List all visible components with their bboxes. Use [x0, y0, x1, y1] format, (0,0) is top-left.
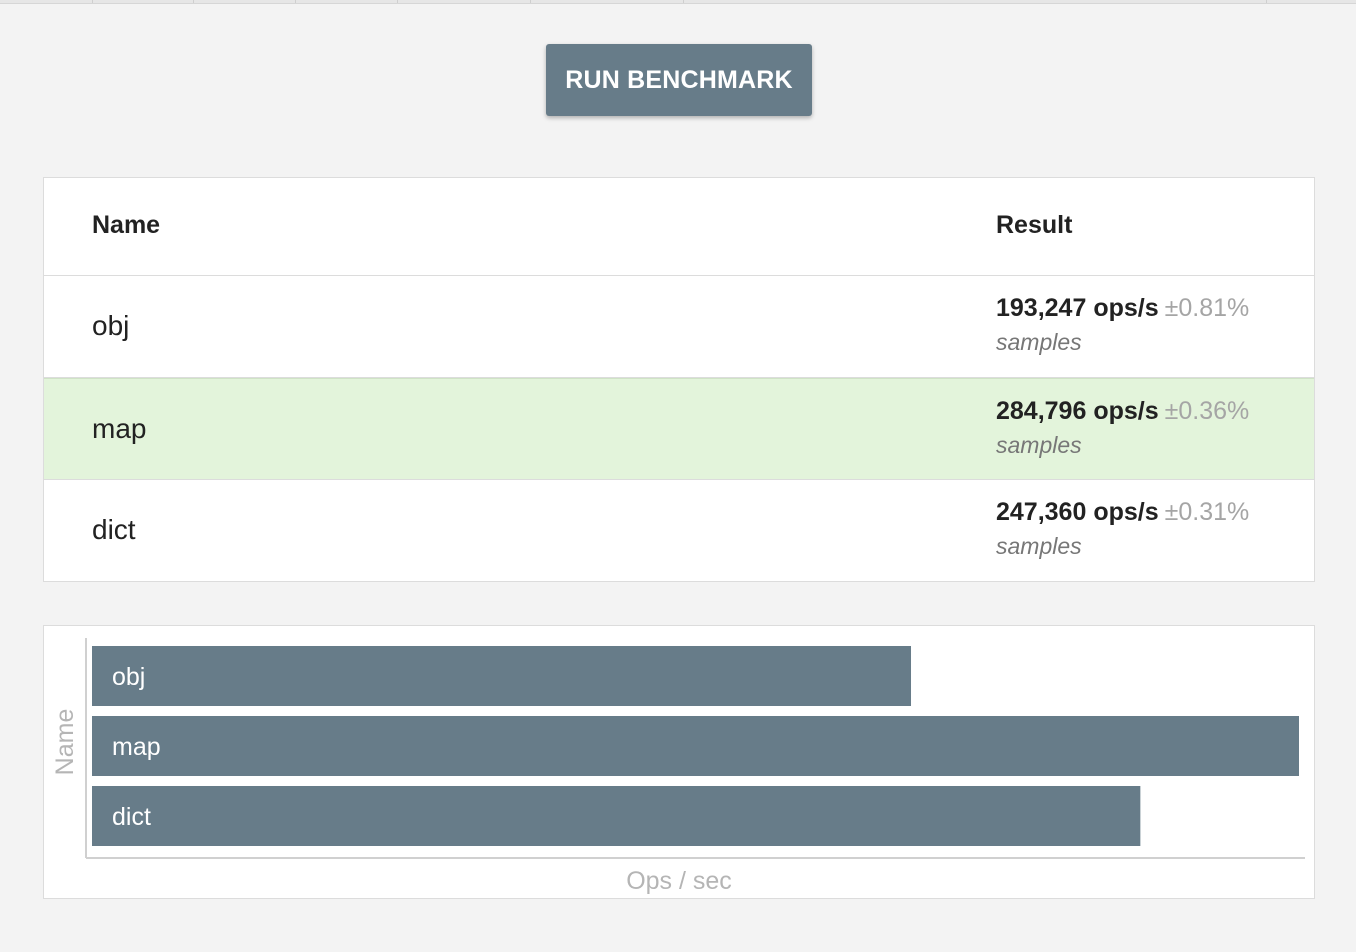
- row-name: obj: [92, 310, 130, 341]
- y-axis-label: Name: [51, 709, 79, 776]
- result-column-header: Result: [996, 211, 1073, 239]
- relative-margin-of-error: ±0.36%: [1164, 397, 1250, 425]
- ops-chart: obj map dict Ops / sec Name: [43, 625, 1315, 899]
- bar-label-obj: obj: [112, 663, 145, 691]
- ops-per-second: 193,247 ops/s: [996, 294, 1159, 322]
- bar-obj: [92, 646, 912, 706]
- table-row: obj 193,247 ops/s ±0.81% samples: [44, 276, 1314, 378]
- bar-map: [92, 716, 1299, 776]
- run-benchmark-button[interactable]: RUN BENCHMARK: [546, 44, 812, 116]
- results-table: Name Result obj 193,247 ops/s ±0.81% samp…: [43, 177, 1315, 582]
- row-name: dict: [92, 514, 136, 545]
- table-header: Name Result: [44, 178, 1314, 276]
- row-result: 247,360 ops/s ±0.31% samples: [996, 498, 1296, 560]
- samples-label: samples: [996, 329, 1082, 355]
- ops-per-second: 247,360 ops/s: [996, 498, 1159, 526]
- row-result: 284,796 ops/s ±0.36% samples: [996, 397, 1296, 459]
- samples-label: samples: [996, 533, 1082, 559]
- ops-bar-chart: obj map dict Ops / sec Name: [51, 638, 1305, 895]
- x-axis-label: Ops / sec: [626, 867, 732, 895]
- table-row: map 284,796 ops/s ±0.36% samples: [44, 378, 1314, 480]
- relative-margin-of-error: ±0.31%: [1164, 498, 1250, 526]
- bar-label-map: map: [112, 733, 161, 761]
- relative-margin-of-error: ±0.81%: [1164, 294, 1250, 322]
- row-result: 193,247 ops/s ±0.81% samples: [996, 294, 1296, 356]
- samples-label: samples: [996, 432, 1082, 458]
- row-name: map: [92, 413, 147, 444]
- table-row: dict 247,360 ops/s ±0.31% samples: [44, 480, 1314, 582]
- name-column-header: Name: [92, 211, 161, 239]
- bars-group: obj map dict: [92, 646, 1299, 846]
- top-tab-strip: [0, 0, 1356, 4]
- bar-label-dict: dict: [112, 803, 151, 831]
- bar-dict: [92, 786, 1141, 846]
- ops-per-second: 284,796 ops/s: [996, 397, 1159, 425]
